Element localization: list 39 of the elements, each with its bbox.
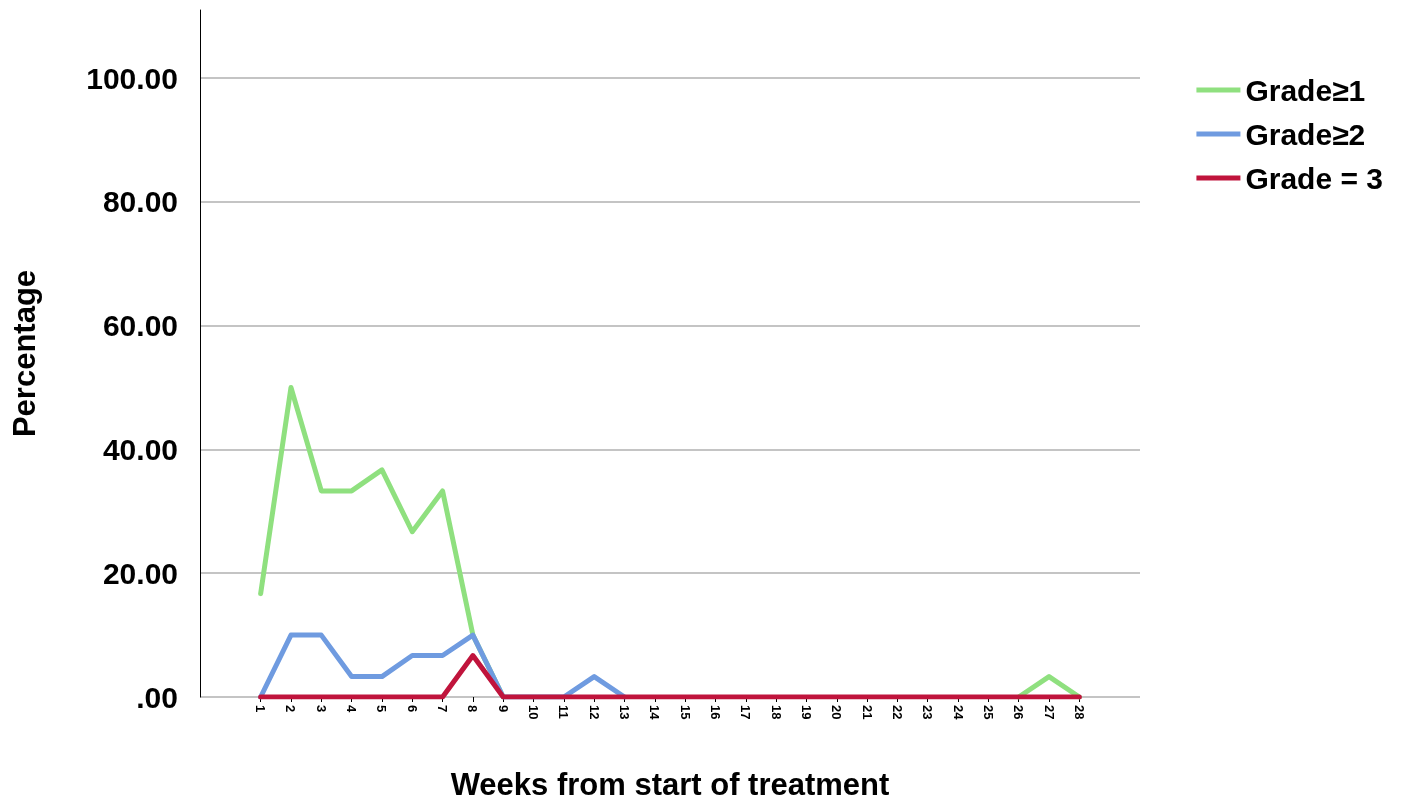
y-tick-label: 60.00 — [102, 309, 178, 343]
x-tick-label: 2 — [283, 705, 299, 713]
x-tick-label: 8 — [465, 705, 481, 713]
x-tick-label: 19 — [798, 705, 814, 720]
x-tick-label: 25 — [980, 705, 996, 720]
x-tick-label: 16 — [707, 705, 723, 720]
x-tick-label: 23 — [920, 705, 936, 720]
y-tick-label: 100.00 — [86, 61, 178, 95]
y-tick-label: 20.00 — [102, 556, 178, 590]
x-tick-label: 6 — [404, 705, 420, 713]
legend-label: Grade≥1 — [1245, 73, 1366, 107]
x-tick-label: 11 — [556, 705, 572, 719]
x-tick-label: 20 — [829, 705, 845, 720]
x-tick-label: 4 — [344, 705, 360, 713]
x-tick-label: 7 — [435, 705, 451, 713]
x-tick-label: 5 — [374, 705, 390, 713]
y-tick-label: 80.00 — [102, 185, 178, 219]
x-tick-label: 9 — [495, 705, 511, 713]
x-tick-label: 27 — [1041, 705, 1057, 720]
y-axis-title: Percentage — [7, 269, 42, 438]
y-tick-label: 40.00 — [102, 432, 178, 466]
x-axis-title: Weeks from start of treatment — [450, 767, 890, 802]
x-tick-label: 18 — [768, 705, 784, 720]
x-tick-label: 10 — [526, 705, 542, 720]
x-tick-label: 24 — [950, 705, 966, 721]
x-tick-label: 12 — [586, 705, 602, 720]
x-tick-label: 28 — [1071, 705, 1087, 720]
x-tick-label: 3 — [313, 705, 329, 713]
x-tick-label: 17 — [738, 705, 754, 720]
x-tick-label: 13 — [617, 705, 633, 720]
x-tick-label: 1 — [253, 705, 269, 713]
x-tick-label: 21 — [859, 705, 875, 720]
legend-label: Grade = 3 — [1245, 161, 1383, 195]
x-tick-label: 22 — [889, 705, 905, 720]
x-tick-label: 15 — [677, 705, 693, 720]
x-tick-label: 26 — [1011, 705, 1027, 720]
y-tick-label: .00 — [136, 680, 178, 714]
x-tick-label: 14 — [647, 705, 663, 721]
legend-label: Grade≥2 — [1245, 117, 1366, 151]
